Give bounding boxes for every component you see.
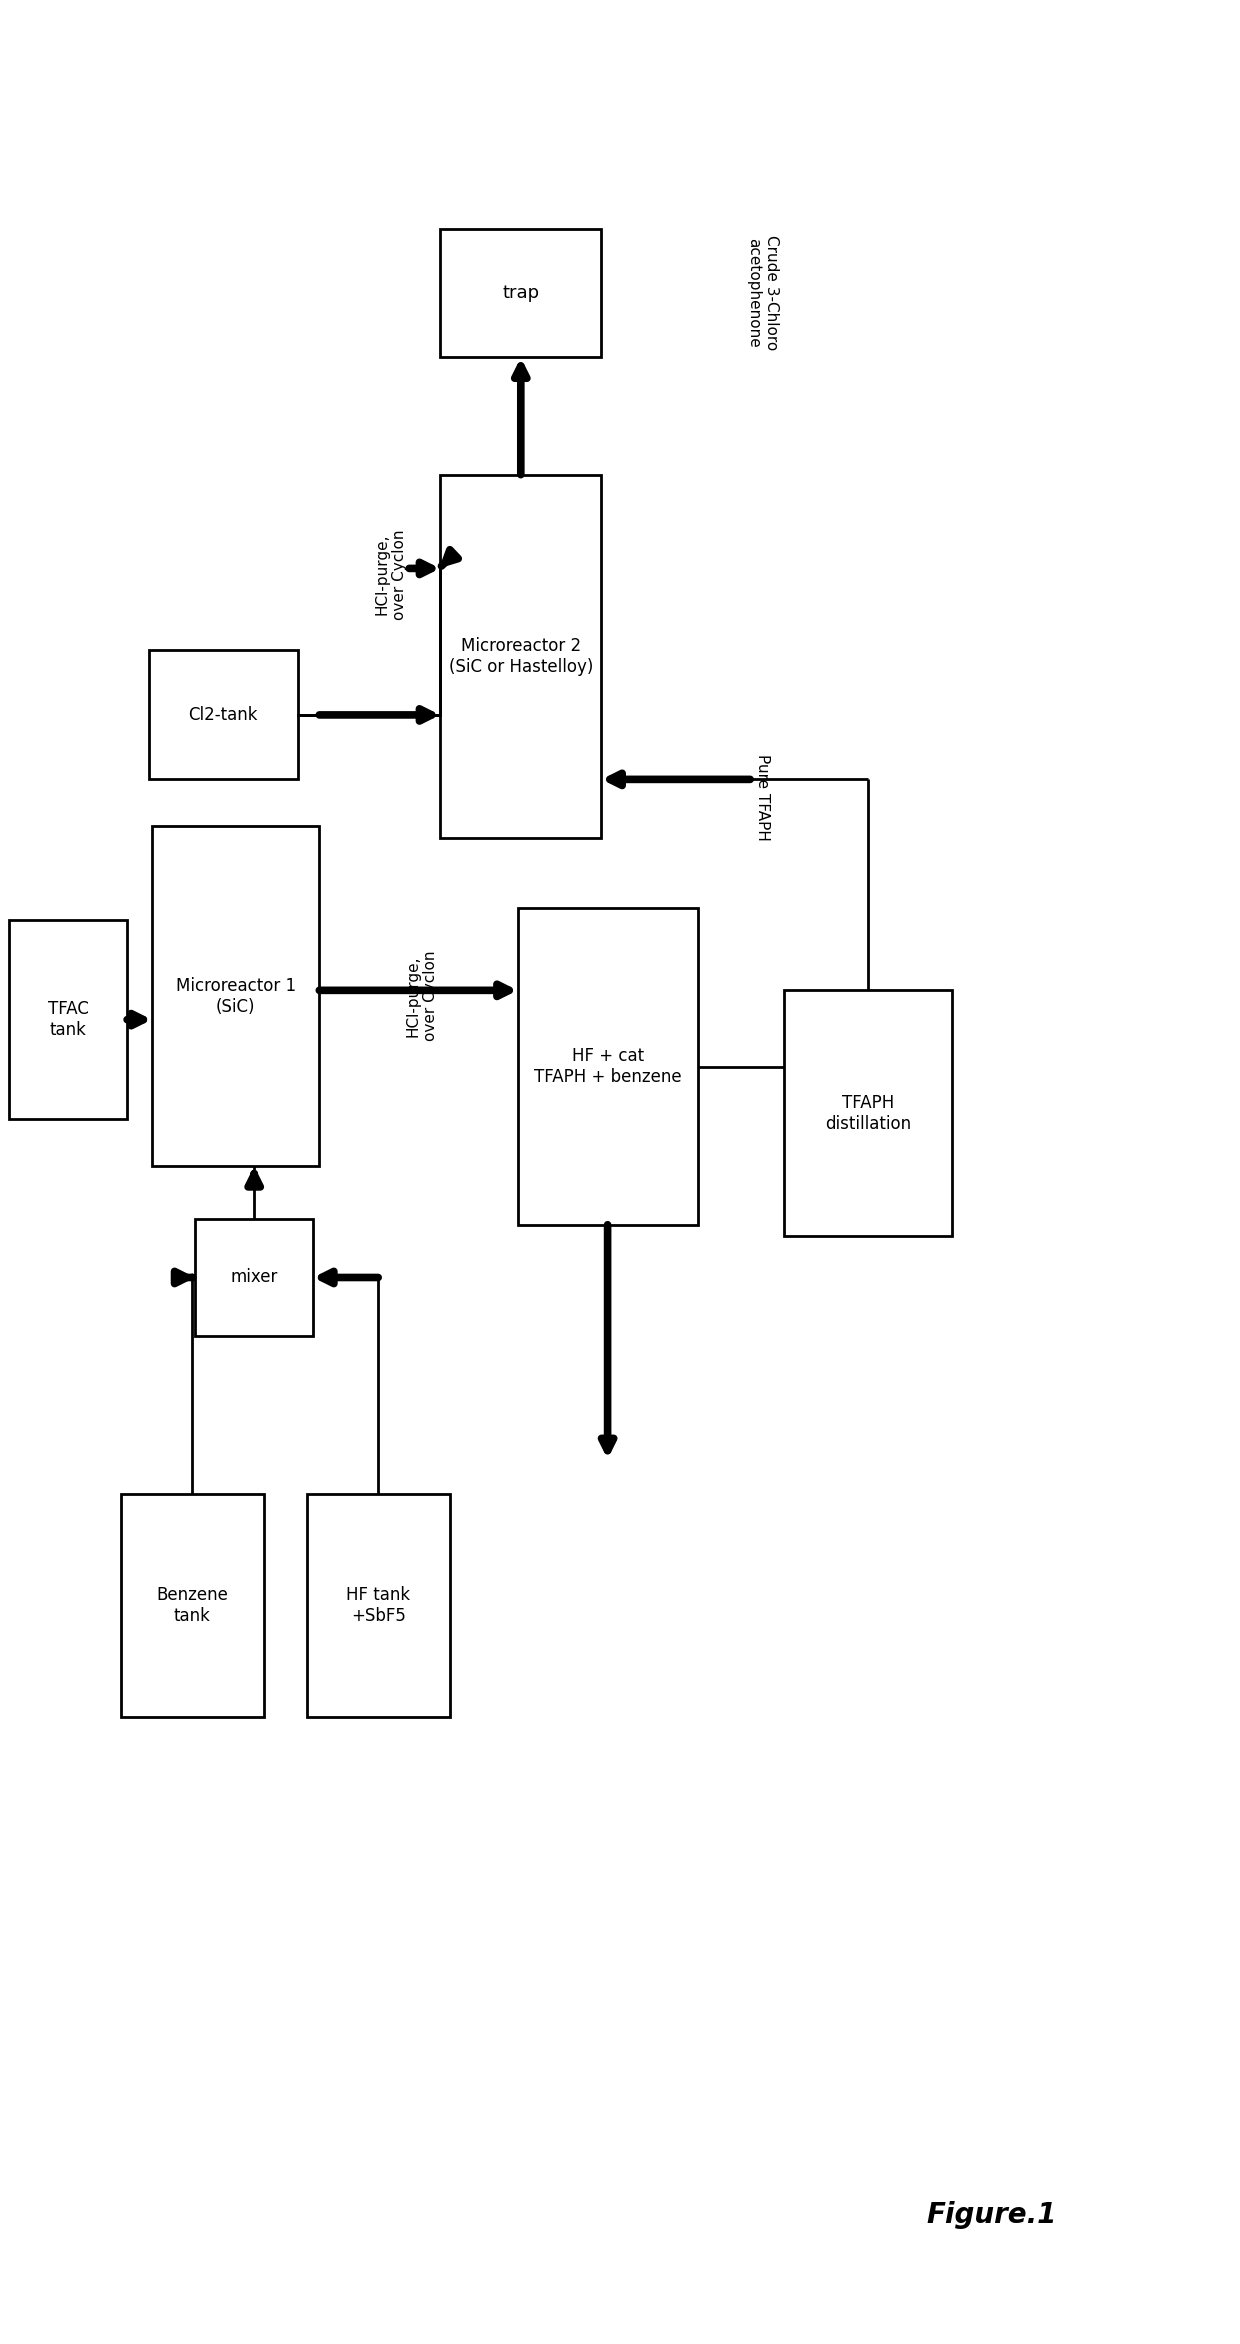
Text: trap: trap bbox=[502, 284, 539, 302]
Bar bbox=[517, 907, 697, 1224]
Text: Benzene
tank: Benzene tank bbox=[156, 1587, 228, 1624]
Text: HCl-purge,
over Cyclon: HCl-purge, over Cyclon bbox=[374, 530, 407, 619]
Text: TFAC
tank: TFAC tank bbox=[48, 1001, 88, 1038]
Bar bbox=[440, 227, 601, 356]
Bar bbox=[784, 992, 952, 1238]
Bar bbox=[440, 473, 601, 839]
Bar bbox=[9, 919, 126, 1120]
Bar bbox=[122, 1495, 263, 1716]
Bar bbox=[306, 1495, 449, 1716]
Text: HCl-purge,
over Cyclon: HCl-purge, over Cyclon bbox=[405, 952, 438, 1041]
Text: TFAPH
distillation: TFAPH distillation bbox=[825, 1095, 911, 1132]
Text: HF tank
+SbF5: HF tank +SbF5 bbox=[346, 1587, 410, 1624]
Bar bbox=[151, 827, 320, 1167]
Text: Cl2-tank: Cl2-tank bbox=[188, 706, 258, 724]
Bar bbox=[195, 1219, 312, 1336]
Text: Microreactor 2
(SiC or Hastelloy): Microreactor 2 (SiC or Hastelloy) bbox=[449, 638, 593, 675]
Text: HF + cat
TFAPH + benzene: HF + cat TFAPH + benzene bbox=[533, 1048, 682, 1085]
Text: Microreactor 1
(SiC): Microreactor 1 (SiC) bbox=[176, 977, 295, 1015]
Bar bbox=[149, 649, 298, 778]
Text: Figure.1: Figure.1 bbox=[926, 2201, 1058, 2229]
Text: mixer: mixer bbox=[231, 1268, 278, 1287]
Text: Crude 3-Chloro
acetophenone: Crude 3-Chloro acetophenone bbox=[746, 234, 779, 352]
Text: Pure TFAPH: Pure TFAPH bbox=[755, 752, 770, 841]
